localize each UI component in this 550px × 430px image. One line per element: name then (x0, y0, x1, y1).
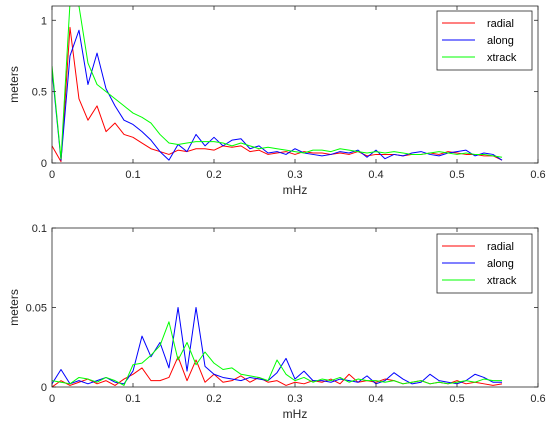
legend: radial along xtrack (436, 233, 533, 294)
x-tick-label: 0.3 (287, 169, 302, 181)
x-tick-label: 0 (49, 169, 55, 181)
x-tick-label: 0.6 (530, 393, 545, 405)
series-line-xtrack (52, 6, 503, 160)
chart-1: 0 0.1 0.2 0.3 0.4 0.5 0.6 0 0.5 1 mHz meters radial a… (7, 5, 546, 197)
x-tick-label: 0.6 (530, 169, 545, 181)
x-axis-label: mHz (283, 183, 308, 197)
y-tick-label: 0.5 (32, 87, 47, 99)
legend-label-along: along (487, 35, 514, 47)
y-axis-label: meters (7, 66, 21, 103)
x-tick-label: 0.5 (449, 393, 464, 405)
y-tick-label: 0.1 (32, 223, 47, 235)
legend-label-radial: radial (487, 18, 514, 30)
legend-label-along: along (487, 258, 514, 270)
x-tick-label: 0.3 (287, 393, 302, 405)
legend-label-xtrack: xtrack (487, 52, 517, 64)
series-group (52, 6, 503, 163)
legend: radial along xtrack (436, 10, 533, 71)
y-tick-label: 0 (41, 382, 47, 394)
x-tick-label: 0.5 (449, 169, 464, 181)
x-tick-label: 0.4 (368, 393, 383, 405)
y-axis-label: meters (7, 289, 21, 326)
x-tick-label: 0.4 (368, 169, 383, 181)
series-group (52, 307, 503, 387)
legend-label-xtrack: xtrack (487, 275, 517, 287)
x-tick-label: 0.2 (206, 169, 221, 181)
x-tick-label: 0.1 (125, 393, 140, 405)
legend-label-radial: radial (487, 241, 514, 253)
x-tick-label: 0.1 (125, 169, 140, 181)
x-tick-label: 0.2 (206, 393, 221, 405)
y-tick-label: 0.05 (26, 303, 47, 315)
y-tick-label: 1 (41, 15, 47, 27)
series-line-xtrack (52, 321, 503, 386)
chart-2: 0 0.1 0.2 0.3 0.4 0.5 0.6 0 0.05 0.1 mHz meters radi… (7, 223, 546, 421)
y-tick-label: 0 (41, 158, 47, 170)
legend-box (436, 10, 533, 71)
x-axis-label: mHz (283, 407, 308, 421)
x-tick-label: 0 (49, 393, 55, 405)
